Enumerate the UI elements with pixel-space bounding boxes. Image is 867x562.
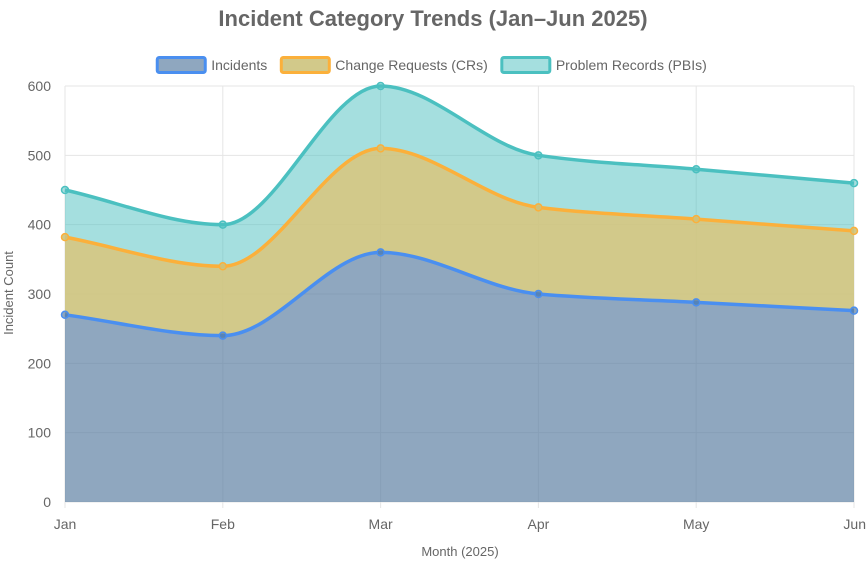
legend-label-1: Incidents — [211, 57, 267, 73]
x-tick-label-mar: Mar — [369, 516, 393, 532]
x-tick-label-apr: Apr — [528, 516, 550, 532]
x-tick-label-jan: Jan — [54, 516, 77, 532]
series-points — [60, 81, 859, 340]
series-3-line — [64, 84, 855, 227]
legend-item-2: Change Requests (CRs) — [279, 56, 488, 74]
series-3-point-mar — [376, 81, 385, 91]
legend-label-3: Problem Records (PBIs) — [556, 57, 707, 73]
y-tick-label-4: 400 — [28, 217, 52, 233]
legend: Incidents Change Requests (CRs) Problem Re… — [155, 56, 707, 74]
series-3-point-apr — [534, 151, 543, 160]
legend-item-1: Incidents — [155, 56, 267, 74]
chart-title: Incident Category Trends (Jan–Jun 2025) — [218, 6, 647, 31]
series-2-point-jun — [849, 226, 859, 236]
y-tick-label-3: 300 — [28, 286, 52, 302]
series-1-point-may — [691, 298, 701, 307]
series-3-point-jan — [60, 185, 70, 195]
series-1-line — [64, 250, 855, 338]
series-3-point-feb — [218, 220, 228, 229]
x-tick-label-may: May — [683, 516, 709, 532]
legend-item-3: Problem Records (PBIs) — [500, 56, 707, 74]
x-tick-label-jun: Jun — [843, 516, 866, 532]
series-1-point-jan — [60, 310, 70, 320]
series-areas — [65, 86, 854, 502]
y-tick-label-2: 200 — [28, 355, 52, 371]
series-3-area — [65, 86, 854, 267]
series-3-point-may — [691, 164, 701, 174]
x-axis-ticks: Jan Feb Mar Apr May Jun — [54, 516, 866, 532]
series-2-area — [65, 148, 854, 336]
series-2-point-feb — [218, 262, 228, 271]
series-1-point-jun — [849, 306, 859, 315]
series-2-point-jan — [60, 232, 70, 242]
series-2-line — [64, 146, 855, 269]
legend-swatch-1 — [155, 56, 207, 74]
x-axis-label: Month (2025) — [421, 544, 498, 559]
legend-swatch-2 — [279, 56, 331, 74]
series-1-area — [65, 252, 854, 502]
series-1-point-apr — [534, 289, 543, 299]
series-3-point-jun — [849, 178, 859, 188]
series-2-point-mar — [376, 144, 385, 153]
series-1-point-feb — [218, 331, 228, 340]
y-tick-label-6: 600 — [28, 78, 52, 94]
legend-swatch-3 — [500, 56, 552, 74]
series-2-point-apr — [534, 203, 543, 212]
y-axis-label: Incident Count — [1, 251, 16, 335]
legend-label-2: Change Requests (CRs) — [335, 57, 488, 73]
y-tick-label-0: 0 — [43, 494, 51, 510]
x-tick-label-feb: Feb — [211, 516, 235, 532]
series-2-point-may — [691, 214, 701, 224]
y-axis-ticks: 0 100 200 300 400 500 600 — [28, 78, 52, 510]
series-lines — [64, 84, 855, 338]
y-tick-label-1: 100 — [28, 425, 52, 441]
y-tick-label-5: 500 — [28, 147, 52, 163]
series-1-point-mar — [376, 248, 385, 257]
